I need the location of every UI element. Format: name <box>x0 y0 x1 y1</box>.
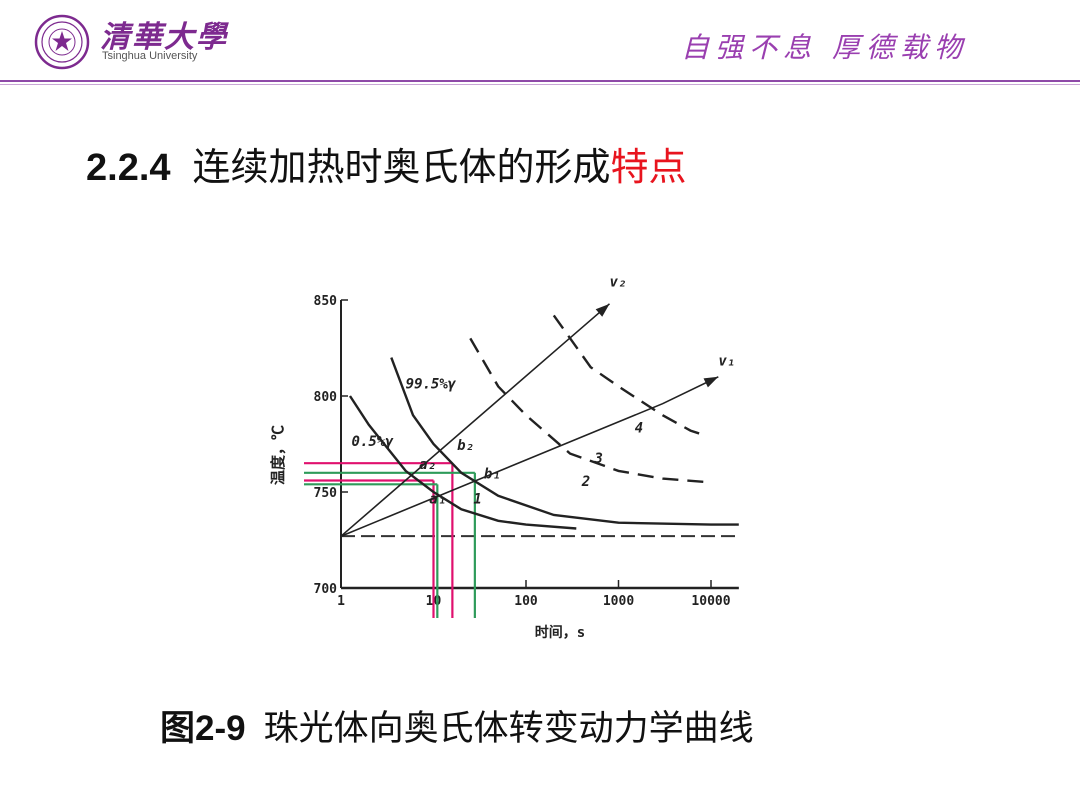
x-tick-label: 1000 <box>603 594 634 609</box>
heating-rate-v2 <box>340 303 611 537</box>
y-tick-label: 750 <box>314 486 338 501</box>
y-tick-label: 850 <box>314 294 338 309</box>
annotation-label: 4 <box>635 420 643 436</box>
figure-number: 图2-9 <box>160 709 246 748</box>
annotation-label: 2 <box>581 474 590 490</box>
curve-3-dashed <box>469 337 712 484</box>
x-tick-label: 100 <box>514 594 538 609</box>
curve-0-5-pct-gamma <box>348 395 577 530</box>
y-tick-label: 700 <box>314 582 338 597</box>
annotation-label: a₁ <box>429 492 446 508</box>
annotation-label: 99.5%γ <box>406 376 457 392</box>
header-rule-thin <box>0 84 1080 85</box>
logo-text-cn: 清華大學 <box>100 20 228 55</box>
university-motto: 自强不息 厚德载物 <box>681 31 968 64</box>
annotation-label: v₂ <box>610 275 627 291</box>
annotation-label: b₂ <box>457 438 474 454</box>
annotation-label: v₁ <box>718 353 735 369</box>
title-highlight: 特点 <box>610 145 687 189</box>
caption-text: 珠光体向奥氏体转变动力学曲线 <box>263 709 754 749</box>
x-axis-label: 时间，s <box>535 624 585 641</box>
header-rule <box>0 80 1080 82</box>
title-text: 连续加热时奥氏体的形成 <box>192 145 611 189</box>
x-tick-label: 1 <box>337 594 345 609</box>
slide-title: 2.2.4 连续加热时奥氏体的形成特点 <box>86 136 687 191</box>
section-number: 2.2.4 <box>86 147 171 189</box>
arrowhead-icon <box>595 303 610 317</box>
arrowhead-icon <box>703 376 719 388</box>
university-seal-icon <box>34 14 90 70</box>
curve-99-5-pct-gamma <box>390 357 739 526</box>
figure-caption: 图2-9 珠光体向奥氏体转变动力学曲线 <box>160 700 754 751</box>
annotation-label: 0.5%γ <box>352 434 395 450</box>
annotation-label: b₁ <box>484 467 501 483</box>
annotation-label: a₂ <box>419 457 436 473</box>
slide-header: 清華大學 Tsinghua University 自强不息 厚德载物 <box>0 0 1080 86</box>
heating-rate-v1 <box>340 376 719 537</box>
logo-text-en: Tsinghua University <box>102 50 198 62</box>
annotation-label: 3 <box>593 451 602 467</box>
curve-4-dashed <box>552 314 703 436</box>
x-tick-label: 10000 <box>691 594 730 609</box>
y-tick-label: 800 <box>314 390 338 405</box>
annotation-label: 1 <box>473 492 481 508</box>
y-axis-label: 温度，℃ <box>269 425 287 485</box>
